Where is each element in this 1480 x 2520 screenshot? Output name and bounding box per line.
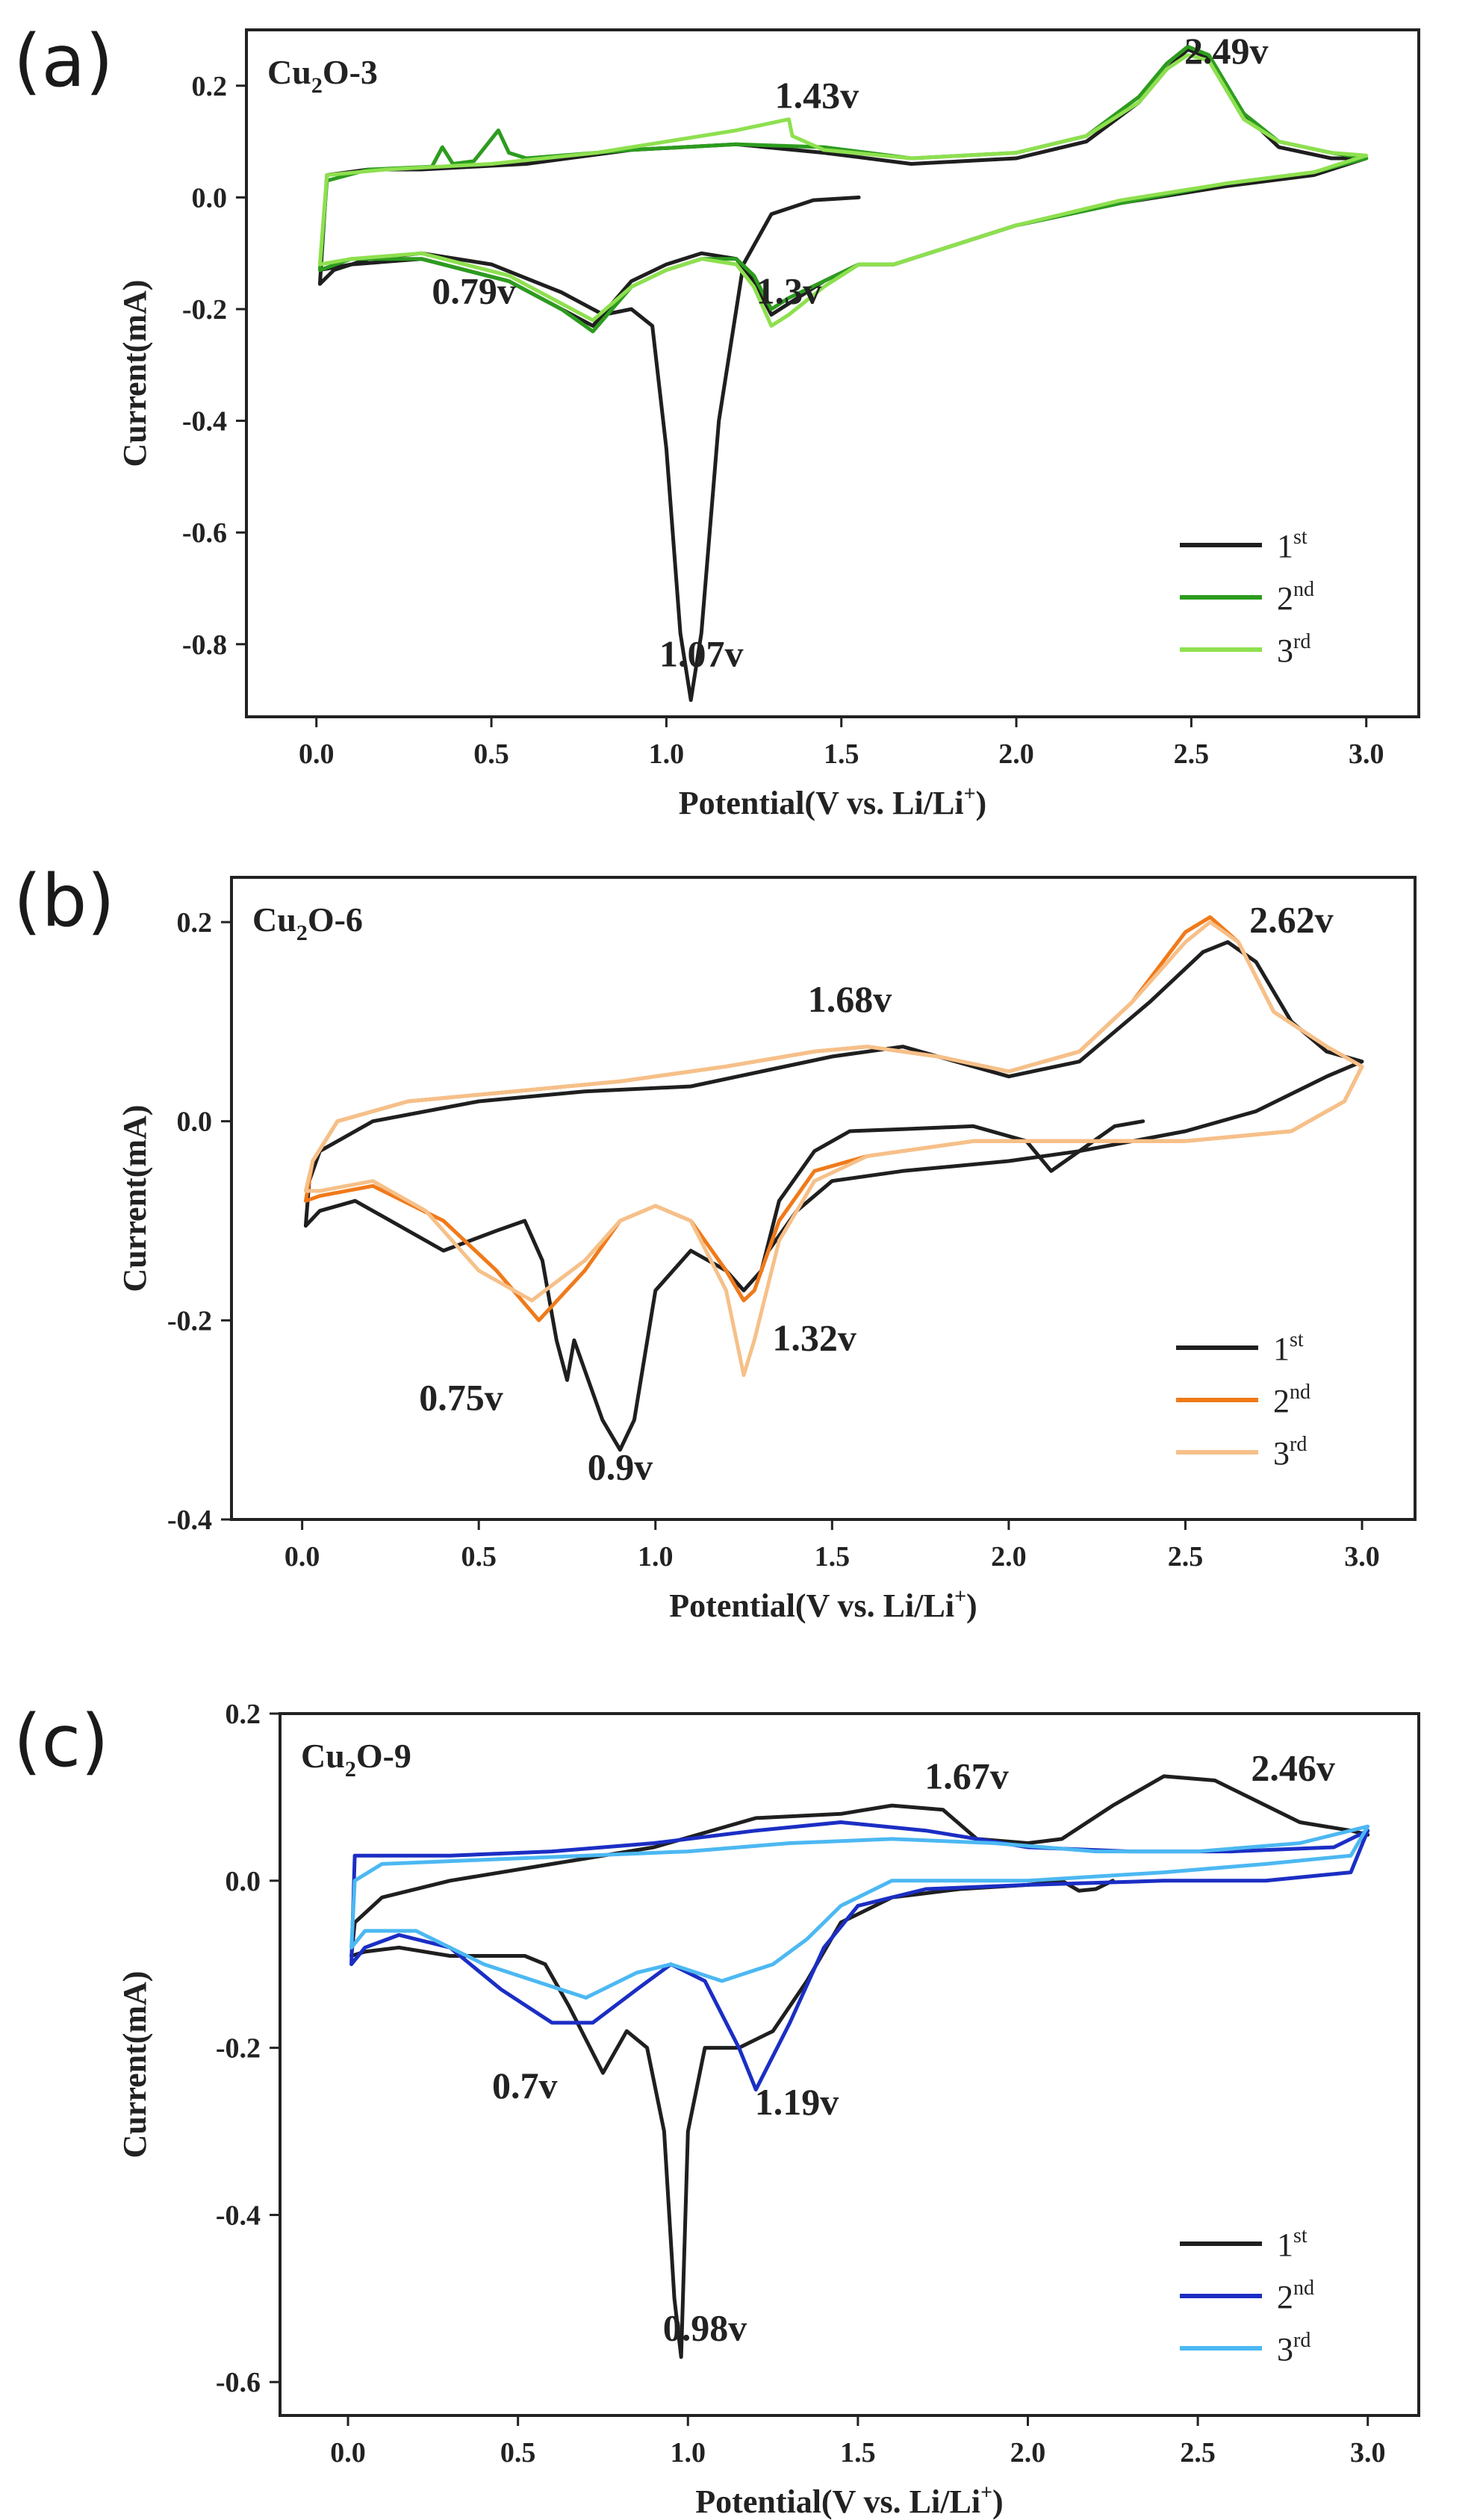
peak-label: 1.68v: [808, 978, 892, 1020]
panel-c: (c) 0.0 0.5 1.0 1.5 2.0 2.5 3.0 -0.6 -0.4 -0.2 0.0 0…: [13, 1699, 1420, 2520]
y-tick-label: 0.0: [226, 1866, 261, 1897]
x-tick-label: 3.0: [1349, 738, 1384, 770]
x-tick-label: 2.0: [1010, 2437, 1046, 2468]
y-tick-label: -0.8: [182, 629, 227, 661]
legend-label-2: 2nd: [1273, 1381, 1310, 1419]
panel-label: (c): [13, 1699, 109, 1783]
y-tick-label: -0.4: [167, 1505, 212, 1536]
sample-label: Cu2O-3: [267, 53, 378, 98]
series-line-3: [349, 1824, 1370, 2000]
peak-label: 0.7v: [492, 2065, 558, 2106]
x-axis-title: Potential(V vs. Li/Li+): [669, 1585, 977, 1624]
y-tick-label: -0.4: [182, 406, 227, 438]
y-axis-title: Current(mA): [116, 1971, 153, 2159]
y-tick-label: 0.0: [177, 1107, 213, 1138]
x-tick-label: 2.0: [991, 1541, 1027, 1572]
x-tick-label: 0.5: [461, 1541, 497, 1572]
peak-label: 2.46v: [1251, 1747, 1335, 1789]
x-tick-label: 1.5: [824, 738, 859, 770]
y-tick-label: 0.2: [226, 1699, 261, 1730]
legend-label-2: 2nd: [1277, 578, 1314, 617]
legend-label-3: 3rd: [1273, 1433, 1307, 1472]
peak-label: 0.98v: [663, 2306, 747, 2348]
y-axis-title: Current(mA): [116, 280, 153, 467]
legend-label-3: 3rd: [1277, 630, 1310, 669]
y-tick-label: 0.0: [192, 182, 228, 214]
x-tick-label: 0.5: [500, 2437, 536, 2468]
x-tick-label: 0.5: [473, 738, 509, 770]
x-tick-label: 3.0: [1350, 2437, 1386, 2468]
y-tick-label: -0.6: [182, 517, 227, 549]
peak-label: 1.67v: [924, 1755, 1009, 1797]
x-tick-label: 2.5: [1174, 738, 1210, 770]
x-tick-label: 0.0: [285, 1541, 320, 1572]
series-line-1: [317, 47, 1369, 703]
x-axis-title: Potential(V vs. Li/Li+): [679, 783, 986, 821]
series-line-3: [317, 53, 1369, 328]
x-tick-label: 2.5: [1180, 2437, 1216, 2468]
legend-label-2: 2nd: [1277, 2277, 1314, 2315]
peak-label: 0.75v: [419, 1376, 503, 1418]
x-axis-title: Potential(V vs. Li/Li+): [695, 2481, 1003, 2520]
x-tick-label: 1.5: [840, 2437, 876, 2468]
y-tick-label: -0.6: [216, 2367, 261, 2398]
y-tick-label: -0.2: [182, 294, 227, 326]
x-tick-label: 2.5: [1168, 1541, 1204, 1572]
x-tick-label: 0.0: [330, 2437, 366, 2468]
x-tick-label: 1.5: [815, 1541, 851, 1572]
y-tick-label: 0.2: [177, 907, 213, 939]
x-tick-label: 3.0: [1344, 1541, 1380, 1572]
peak-label: 0.9v: [588, 1446, 653, 1488]
x-tick-label: 1.0: [638, 1541, 674, 1572]
x-tick-label: 0.0: [299, 738, 335, 770]
sample-label: Cu2O-9: [301, 1737, 411, 1782]
panel-a: (a) 0.0 0.5 1.0 1.5 2.0 2.5 3.0 -0.8 -0.6 -0.4 -0.2…: [13, 19, 1420, 821]
series-line-2: [349, 1820, 1370, 2092]
panel-label: (b): [13, 859, 115, 943]
legend-label-1: 1st: [1273, 1328, 1304, 1367]
x-tick-label: 2.0: [998, 738, 1034, 770]
legend-label-3: 3rd: [1277, 2329, 1310, 2368]
plot-frame: [279, 1712, 1420, 2417]
peak-label: 1.3v: [756, 270, 822, 312]
x-tick-label: 1.0: [649, 738, 685, 770]
series-line-3: [303, 920, 1364, 1378]
peak-label: 0.79v: [432, 270, 516, 312]
plot-frame: [230, 876, 1417, 1521]
legend: 1st 2nd 3rd: [1180, 526, 1314, 669]
legend: 1st 2nd 3rd: [1176, 1328, 1310, 1472]
peak-label: 2.62v: [1249, 898, 1334, 940]
peak-label: 1.07v: [659, 633, 744, 675]
y-tick-label: -0.4: [216, 2200, 261, 2231]
peak-label: 1.32v: [772, 1316, 856, 1358]
y-tick-label: -0.2: [167, 1305, 212, 1337]
panel-b: (b) 0.0 0.5 1.0 1.5 2.0 2.5 3.0 -0.4 -0.2 0.0 0.2 Po…: [13, 859, 1417, 1624]
legend-label-1: 1st: [1277, 526, 1308, 564]
plot-frame: [245, 28, 1420, 718]
peak-label: 2.49v: [1184, 30, 1269, 72]
legend-label-1: 1st: [1277, 2224, 1308, 2263]
legend: 1st 2nd 3rd: [1180, 2224, 1314, 2368]
panel-label: (a): [13, 19, 114, 103]
peak-label: 1.19v: [755, 2081, 839, 2123]
sample-label: Cu2O-6: [252, 900, 363, 945]
x-tick-label: 1.0: [671, 2437, 706, 2468]
y-tick-label: 0.2: [192, 71, 228, 102]
y-axis-title: Current(mA): [116, 1105, 153, 1292]
peak-label: 1.43v: [775, 75, 859, 116]
y-tick-label: -0.2: [216, 2033, 261, 2065]
